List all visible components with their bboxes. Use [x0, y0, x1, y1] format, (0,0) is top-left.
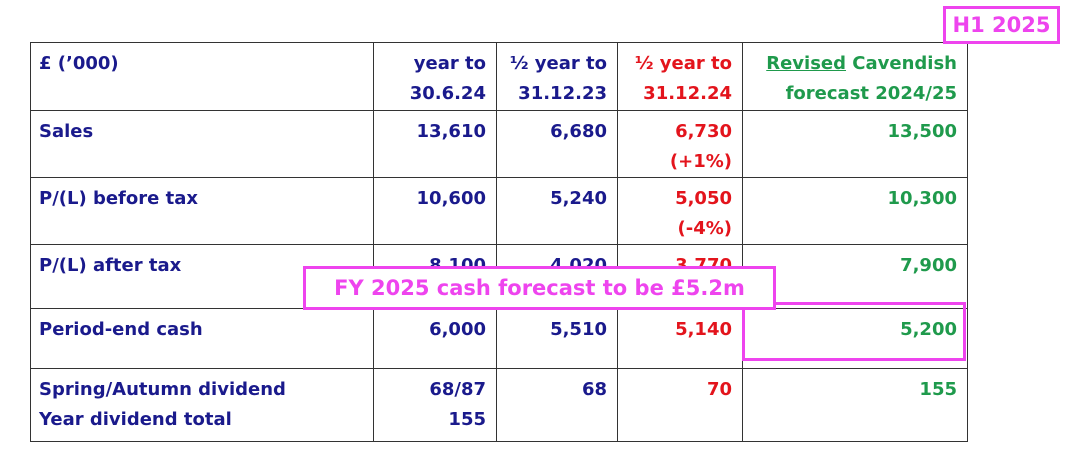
- cell-text: P/(L) before tax: [39, 188, 198, 209]
- table-cell: 13,610: [373, 110, 497, 178]
- header-line: Revised Cavendish: [753, 49, 957, 79]
- cell-text: (-4%): [677, 218, 732, 239]
- table-row: Sales 13,610 6,680 6,730 (+1%) 13,500: [30, 110, 968, 178]
- table-cell: 5,510: [496, 308, 618, 369]
- cell-text: 10,600: [416, 188, 486, 209]
- header-text: Cavendish: [852, 53, 957, 74]
- table-cell: 155: [742, 368, 968, 442]
- table-cell: Period-end cash: [30, 308, 374, 369]
- cell-text: 68/87: [429, 379, 486, 400]
- header-text: £ (’000): [39, 53, 119, 74]
- table-cell: 10,600: [373, 177, 497, 245]
- cell-text: (+1%): [669, 151, 732, 172]
- cell-text: 10,300: [887, 188, 957, 209]
- header-text: year to: [413, 53, 486, 74]
- header-cell: year to 30.6.24: [373, 42, 497, 111]
- table-cell: P/(L) before tax: [30, 177, 374, 245]
- cell-text: 6,680: [550, 121, 607, 142]
- cell-text: 5,240: [550, 188, 607, 209]
- cash-note: FY 2025 cash forecast to be £5.2m: [303, 266, 776, 310]
- table-cell: 6,680: [496, 110, 618, 178]
- header-text: ½ year to: [509, 53, 607, 74]
- highlight-box: [742, 302, 966, 361]
- cell-text: 13,500: [887, 121, 957, 142]
- header-cell: ½ year to 31.12.24: [617, 42, 743, 111]
- header-text: ½ year to: [634, 53, 732, 74]
- cell-text: 68: [581, 379, 607, 400]
- cell-text: Spring/Autumn dividend: [39, 379, 286, 400]
- table-cell: 6,000: [373, 308, 497, 369]
- header-text: forecast 2024/25: [785, 83, 957, 104]
- cell-text: 13,610: [416, 121, 486, 142]
- cell-text: Year dividend total: [39, 409, 232, 430]
- table-cell: 7,900: [742, 244, 968, 309]
- cell-text: 155: [448, 409, 486, 430]
- header-cell: ½ year to 31.12.23: [496, 42, 618, 111]
- table-cell: 70: [617, 368, 743, 442]
- cell-text: 155: [919, 379, 957, 400]
- header-cell: Revised Cavendish forecast 2024/25: [742, 42, 968, 111]
- table-cell: 68/87 155: [373, 368, 497, 442]
- period-label: H1 2025: [943, 6, 1060, 44]
- cell-text: P/(L) after tax: [39, 255, 182, 276]
- cell-text: 5,510: [550, 319, 607, 340]
- cell-text: 5,140: [675, 319, 732, 340]
- header-text: 30.6.24: [409, 83, 486, 104]
- table-cell: 10,300: [742, 177, 968, 245]
- table-cell: 13,500: [742, 110, 968, 178]
- header-row: £ (’000) year to 30.6.24 ½ year to 31.12.23 ½…: [30, 42, 968, 111]
- cell-text: 6,730: [675, 121, 732, 142]
- table-cell: 68: [496, 368, 618, 442]
- cell-text: 5,200: [900, 319, 957, 340]
- cell-text: 6,000: [429, 319, 486, 340]
- table-cell: 5,140: [617, 308, 743, 369]
- header-text: Revised: [766, 53, 847, 74]
- table-row: P/(L) before tax 10,600 5,240 5,050 (-4%) 10,…: [30, 177, 968, 245]
- table-cell: 5,240: [496, 177, 618, 245]
- table-cell: 6,730 (+1%): [617, 110, 743, 178]
- table-cell: Sales: [30, 110, 374, 178]
- header-text: 31.12.24: [643, 83, 732, 104]
- table-cell: Spring/Autumn dividend Year dividend tota…: [30, 368, 374, 442]
- table-row: Spring/Autumn dividend Year dividend tota…: [30, 368, 968, 442]
- cell-text: 70: [706, 379, 732, 400]
- results-table: £ (’000) year to 30.6.24 ½ year to 31.12.23 ½…: [30, 42, 968, 442]
- header-text: 31.12.23: [518, 83, 607, 104]
- header-cell: £ (’000): [30, 42, 374, 111]
- table-cell: 5,050 (-4%): [617, 177, 743, 245]
- cell-text: 7,900: [900, 255, 957, 276]
- cell-text: Sales: [39, 121, 94, 142]
- cell-text: Period-end cash: [39, 319, 203, 340]
- cell-text: 5,050: [675, 188, 732, 209]
